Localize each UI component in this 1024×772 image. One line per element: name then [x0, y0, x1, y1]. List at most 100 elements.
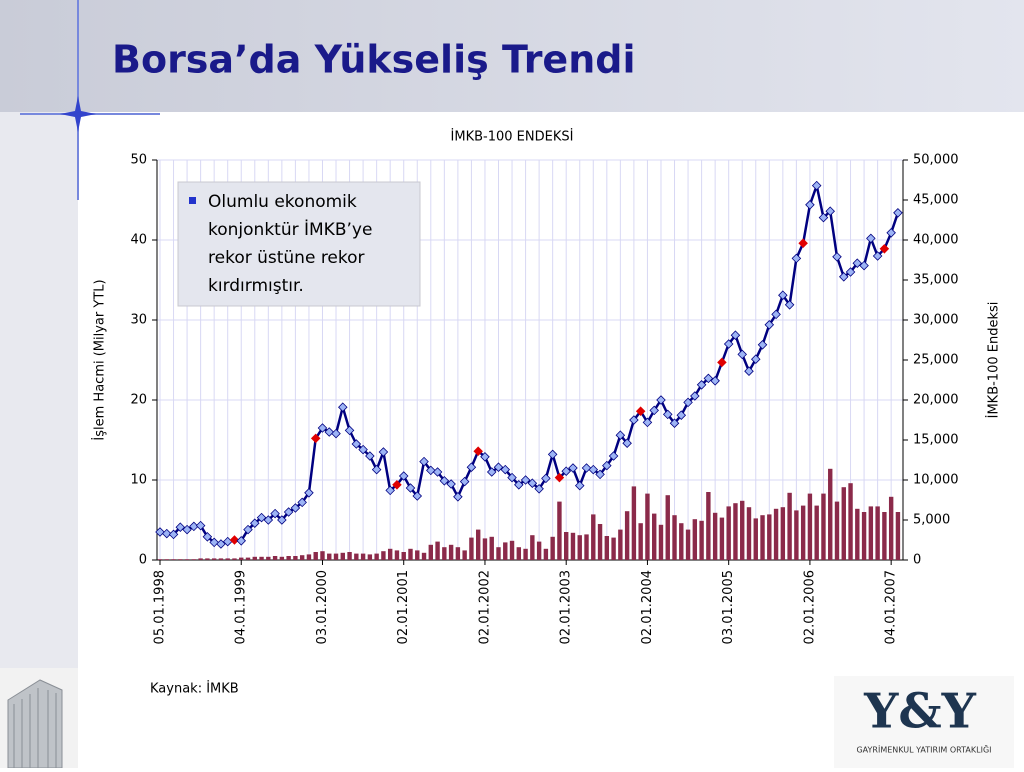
bar: [489, 536, 494, 560]
line-marker: [398, 471, 409, 481]
bar: [652, 513, 657, 560]
bar: [299, 555, 305, 560]
line-marker: [365, 451, 375, 461]
line-marker: [723, 339, 734, 349]
line-marker: [263, 515, 274, 525]
line-marker: [168, 529, 179, 540]
y2-tick-label: 0: [913, 553, 921, 568]
line-marker: [581, 463, 592, 473]
x-tick-label: 03.01.2005: [721, 570, 736, 644]
line-marker: [805, 200, 815, 210]
line-marker: [784, 300, 795, 310]
line-marker: [331, 428, 341, 439]
bar: [719, 517, 725, 560]
building-icon: [0, 668, 78, 769]
line-marker: [757, 340, 768, 350]
bar: [773, 508, 779, 560]
callout-line: Olumlu ekonomik: [208, 192, 357, 212]
bar: [381, 551, 386, 560]
bar: [658, 524, 664, 560]
x-tick-label: 03.01.2000: [315, 570, 330, 644]
deco-star: [60, 96, 96, 132]
line-marker: [845, 267, 856, 277]
bar: [753, 518, 758, 560]
line-marker: [236, 536, 247, 546]
line-marker: [750, 354, 761, 364]
line-marker: [304, 488, 314, 498]
bar: [482, 538, 488, 560]
bar: [807, 493, 813, 560]
bar: [604, 536, 610, 560]
bar: [184, 559, 190, 560]
y-tick-label: 30: [130, 313, 147, 328]
bar: [421, 552, 427, 560]
line-marker: [243, 524, 253, 535]
line-marker: [662, 409, 673, 420]
line-marker: [608, 451, 619, 461]
y-tick-label: 50: [130, 153, 147, 168]
bar: [435, 541, 440, 560]
line-marker: [629, 415, 639, 425]
bar: [868, 506, 874, 560]
line-marker: [486, 467, 497, 477]
line-marker: [744, 366, 754, 376]
bar: [591, 514, 596, 560]
bar: [218, 558, 224, 560]
line-marker: [541, 473, 551, 484]
bar: [191, 559, 197, 560]
bar: [665, 495, 670, 560]
line-marker: [669, 418, 680, 428]
line-marker: [453, 492, 463, 502]
bar: [624, 511, 630, 560]
line-marker: [852, 258, 863, 268]
logo-mark: Y&Y: [863, 684, 977, 740]
line-marker: [514, 480, 524, 490]
line-marker: [392, 480, 402, 490]
bar: [225, 558, 230, 560]
line-marker: [317, 423, 328, 433]
bar: [327, 553, 332, 560]
x-tick-label: 02.01.2002: [477, 570, 492, 644]
bar: [882, 512, 887, 560]
line-marker: [615, 430, 626, 440]
line-marker: [439, 476, 450, 486]
bar: [834, 501, 840, 560]
bar: [354, 553, 359, 560]
bar: [333, 553, 339, 560]
y2-tick-label: 20,000: [913, 393, 959, 408]
line-marker: [547, 449, 558, 460]
bar: [360, 553, 366, 560]
logo-text: GAYRİMENKUL YATIRIM ORTAKLIĞI: [856, 744, 991, 755]
line-marker: [893, 208, 903, 218]
bar: [895, 512, 901, 560]
bar: [455, 547, 461, 560]
bar: [448, 544, 454, 560]
bar: [726, 506, 731, 560]
y2-tick-label: 40,000: [913, 233, 959, 248]
y-tick-label: 0: [139, 553, 147, 568]
line-marker: [466, 462, 477, 472]
bar: [347, 552, 352, 560]
bar: [306, 554, 312, 560]
bar: [157, 559, 163, 560]
line-marker: [493, 462, 504, 472]
line-marker: [297, 497, 307, 508]
header-band: [0, 0, 1024, 112]
callout-line: kırdırmıştır.: [208, 276, 304, 296]
line-marker: [886, 228, 896, 238]
bar: [712, 512, 718, 560]
line-marker: [717, 357, 727, 368]
line-marker: [602, 460, 612, 471]
line-marker: [500, 464, 511, 475]
bar: [787, 492, 792, 560]
bar: [685, 529, 691, 560]
line-marker: [683, 397, 693, 408]
bar: [570, 532, 576, 560]
line-marker: [473, 446, 483, 456]
line-marker: [270, 508, 280, 519]
bar: [259, 556, 264, 560]
bar: [232, 558, 237, 560]
callout-line: konjonktür İMKB’ye: [208, 219, 372, 240]
line-marker: [446, 479, 456, 489]
